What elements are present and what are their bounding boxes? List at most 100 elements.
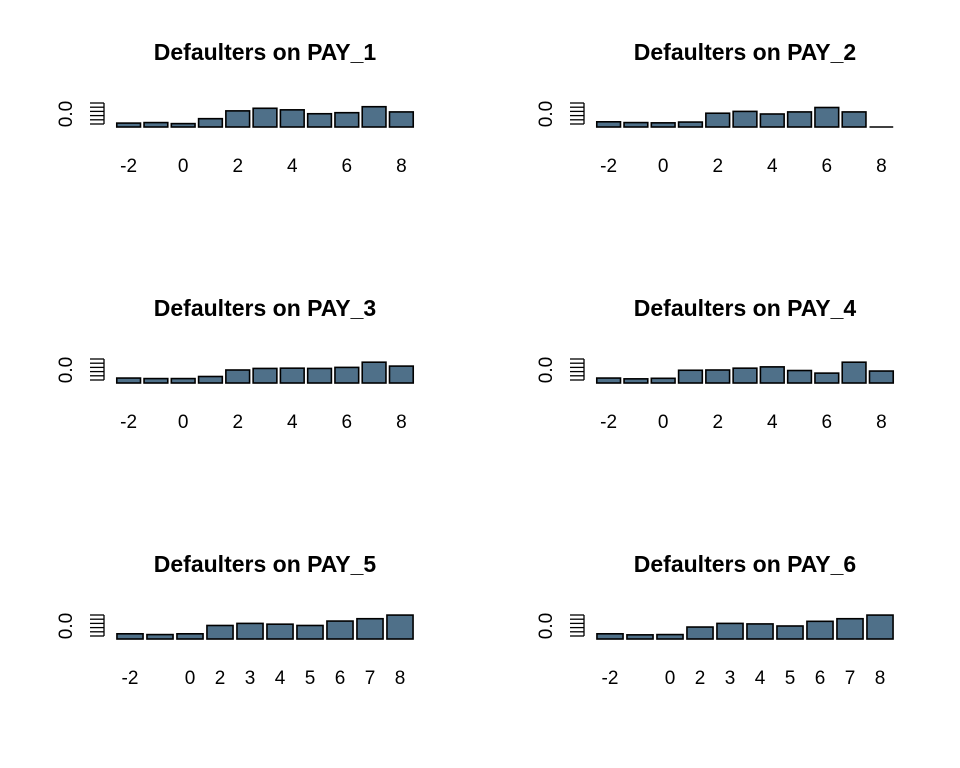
x-tick-label: 2 — [232, 412, 243, 433]
x-tick-label: 2 — [712, 156, 723, 177]
x-tick-label: 3 — [725, 668, 736, 689]
bar — [841, 361, 867, 384]
x-tick-label: 2 — [712, 412, 723, 433]
x-tick-label: 4 — [767, 412, 778, 433]
bar — [225, 110, 251, 128]
x-tick-label: -2 — [600, 156, 617, 177]
bar — [716, 622, 744, 640]
y-tick-label: 0.0 — [536, 613, 557, 639]
bar — [595, 121, 622, 128]
chart-panel-6: Defaulters on PAY_6 0.0 -2 0 2 3 4 5 6 7 8 — [536, 551, 894, 689]
bar — [786, 369, 813, 384]
bar — [732, 367, 758, 384]
bar — [326, 620, 354, 640]
x-tick-label: 0 — [178, 156, 189, 177]
bar — [626, 634, 654, 640]
x-tick-label: 6 — [335, 668, 346, 689]
x-tick-label: 4 — [287, 156, 298, 177]
x-tick-label: 6 — [822, 156, 833, 177]
bar — [386, 614, 414, 640]
x-tick-label: 7 — [845, 668, 856, 689]
bar — [115, 122, 142, 128]
bar — [656, 633, 684, 640]
bar — [361, 361, 387, 384]
x-tick-label: 4 — [287, 412, 298, 433]
bar — [236, 622, 264, 640]
chart-title: Defaulters on PAY_3 — [154, 295, 376, 321]
bar — [686, 626, 714, 640]
y-tick-label: 0.0 — [56, 357, 77, 383]
bar — [143, 121, 169, 128]
chart-title: Defaulters on PAY_2 — [634, 39, 856, 65]
bar — [116, 632, 144, 640]
x-tick-label: 6 — [342, 156, 353, 177]
chart-panel-4: Defaulters on PAY_4 0.0 -2 0 2 4 6 8 — [536, 295, 895, 433]
y-tick-label: 0.0 — [56, 613, 77, 639]
x-tick-label: 0 — [658, 156, 669, 177]
bar — [252, 367, 278, 384]
bar — [650, 377, 676, 384]
bar — [596, 632, 624, 640]
x-tick-label: 0 — [185, 668, 196, 689]
bar — [746, 623, 774, 640]
bar — [705, 112, 731, 128]
bar — [705, 369, 731, 384]
bar — [650, 122, 676, 128]
x-tick-label: 8 — [876, 156, 887, 177]
bar — [866, 614, 894, 640]
bar — [814, 106, 840, 128]
bar — [197, 375, 224, 384]
bar — [334, 366, 360, 384]
bar — [176, 632, 204, 640]
x-tick-label: 4 — [767, 156, 778, 177]
x-tick-label: 4 — [275, 668, 286, 689]
x-tick-label: -2 — [602, 668, 619, 689]
x-tick-label: 4 — [755, 668, 766, 689]
bar — [266, 623, 294, 640]
x-tick-label: 6 — [342, 412, 353, 433]
bar — [388, 365, 415, 384]
bar — [279, 367, 305, 384]
x-tick-label: 8 — [396, 156, 407, 177]
bar — [279, 109, 305, 128]
y-tick-label: 0.0 — [536, 101, 557, 127]
bar — [306, 112, 333, 128]
x-tick-label: 6 — [822, 412, 833, 433]
bar — [206, 624, 234, 640]
bar — [296, 624, 324, 640]
bar — [836, 617, 864, 640]
x-tick-label: 8 — [875, 668, 886, 689]
chart-title: Defaulters on PAY_4 — [634, 295, 857, 321]
x-tick-label: 2 — [695, 668, 706, 689]
bar — [225, 369, 251, 384]
bar — [759, 113, 785, 128]
x-tick-label: 3 — [245, 668, 256, 689]
bar — [786, 111, 813, 128]
bar — [143, 377, 169, 384]
x-tick-label: 0 — [665, 668, 676, 689]
bar — [677, 369, 704, 384]
x-tick-label: 5 — [305, 668, 316, 689]
y-tick-label: 0.0 — [536, 357, 557, 383]
chart-title: Defaulters on PAY_5 — [154, 551, 377, 577]
chart-title: Defaulters on PAY_6 — [634, 551, 856, 577]
bar — [197, 117, 224, 128]
bar — [841, 111, 867, 128]
bar — [361, 105, 387, 128]
bar — [356, 617, 384, 640]
x-tick-label: -2 — [120, 412, 137, 433]
x-tick-label: 0 — [658, 412, 669, 433]
x-tick-label: 8 — [876, 412, 887, 433]
chart-title: Defaulters on PAY_1 — [154, 39, 377, 65]
chart-panel-3: Defaulters on PAY_3 0.0 -2 0 2 4 6 8 — [56, 295, 415, 433]
x-tick-label: 7 — [365, 668, 376, 689]
x-tick-label: 6 — [815, 668, 826, 689]
bar — [623, 121, 649, 128]
bar — [595, 377, 622, 384]
bar — [732, 110, 758, 128]
x-tick-label: 5 — [785, 668, 796, 689]
x-tick-label: 8 — [395, 668, 406, 689]
chart-panel-1: Defaulters on PAY_1 0.0 -2 0 2 4 6 8 — [56, 39, 415, 177]
x-tick-label: 0 — [178, 412, 189, 433]
